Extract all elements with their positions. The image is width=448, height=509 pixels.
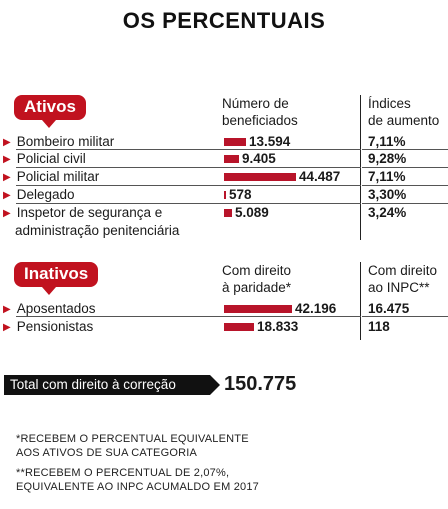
- row-divider: [362, 316, 448, 317]
- row-label-text: Policial civil: [16, 151, 86, 166]
- index-delegado: 3,30%: [368, 187, 407, 202]
- row-divider: [362, 149, 448, 150]
- triangle-icon: ▶: [3, 208, 11, 219]
- ativos-bar-4: [224, 209, 232, 217]
- header-indices-line1: Índices: [368, 96, 411, 111]
- footnote-2-line2: EQUIVALENTE AO INPC ACUMALDO EM 2017: [16, 481, 259, 493]
- row-divider: [362, 185, 448, 186]
- inativos-bar-1: [224, 323, 254, 331]
- ativos-bar-3: [224, 191, 226, 199]
- header-beneficiados-line1: Número de: [222, 96, 289, 111]
- header-paridade-line2: à paridade*: [222, 280, 292, 295]
- inativos-badge-wrap: Inativos: [14, 262, 99, 295]
- row-label-delegado: ▶ Delegado: [3, 187, 75, 202]
- row-label-text-line1: Inspetor de segurança e: [16, 205, 163, 220]
- header-inpc-line2: ao INPC**: [368, 280, 430, 295]
- index-policial-militar: 7,11%: [368, 169, 406, 184]
- triangle-icon: ▶: [3, 304, 11, 315]
- inativos-bar-label-1: 18.833: [257, 319, 299, 334]
- row-label-policial-civil: ▶ Policial civil: [3, 151, 86, 166]
- row-label-pensionistas: ▶ Pensionistas: [3, 319, 93, 334]
- triangle-icon: ▶: [3, 172, 11, 183]
- ativos-badge-wrap: Ativos: [14, 95, 86, 128]
- index-bombeiro: 7,11%: [368, 134, 406, 149]
- ativos-bar-label-2: 44.487: [299, 169, 341, 184]
- header-inpc: Com direito ao INPC**: [368, 262, 437, 296]
- ativos-bar-0: [224, 138, 246, 146]
- header-indices-line2: de aumento: [368, 113, 440, 128]
- footnote-1: *RECEBEM O PERCENTUAL EQUIVALENTE AOS AT…: [16, 432, 249, 460]
- header-paridade: Com direito à paridade*: [222, 262, 291, 296]
- header-paridade-line1: Com direito: [222, 263, 292, 278]
- page-title: OS PERCENTUAIS: [122, 8, 326, 33]
- footnote-2-line1: **RECEBEM O PERCENTUAL DE 2,07%,: [16, 467, 230, 479]
- triangle-icon: ▶: [3, 137, 11, 148]
- row-label-bombeiro: ▶ Bombeiro militar: [3, 134, 114, 149]
- inpc-pensionistas: 118: [368, 319, 390, 334]
- ativos-badge: Ativos: [14, 95, 86, 120]
- index-policial-civil: 9,28%: [368, 151, 407, 166]
- row-divider: [16, 185, 361, 186]
- inativos-badge-tail: [42, 287, 56, 295]
- ativos-badge-tail: [42, 120, 56, 128]
- row-label-text: Pensionistas: [16, 319, 94, 334]
- total-arrow-icon: [210, 375, 220, 395]
- inativos-badge: Inativos: [14, 262, 99, 287]
- row-label-text: Delegado: [16, 187, 75, 202]
- footnote-1-line1: *RECEBEM O PERCENTUAL EQUIVALENTE: [16, 433, 249, 445]
- ativos-bar-label-0: 13.594: [249, 134, 291, 149]
- row-label-text-line2: administração penitenciária: [15, 223, 180, 238]
- header-beneficiados-line2: beneficiados: [222, 113, 298, 128]
- row-divider: [16, 149, 361, 150]
- inativos-column-divider: [360, 262, 361, 340]
- row-divider: [362, 203, 448, 204]
- ativos-bar-label-1: 9.405: [242, 151, 276, 166]
- row-label-aposentados: ▶ Aposentados: [3, 301, 96, 316]
- row-divider: [362, 167, 448, 168]
- footnote-1-line2: AOS ATIVOS DE SUA CATEGORIA: [16, 447, 198, 459]
- row-label-inspetor: ▶ Inspetor de segurança e administração p…: [3, 205, 218, 239]
- header-indices: Índices de aumento: [368, 95, 439, 129]
- header-beneficiados: Número de beneficiados: [222, 95, 298, 129]
- row-label-text: Bombeiro militar: [16, 134, 115, 149]
- ativos-bar-2: [224, 173, 296, 181]
- triangle-icon: ▶: [3, 190, 11, 201]
- total-label: Total com direito à correção: [4, 375, 210, 395]
- footnote-2: **RECEBEM O PERCENTUAL DE 2,07%, EQUIVAL…: [16, 466, 259, 494]
- inativos-bar-label-0: 42.196: [295, 301, 337, 316]
- row-divider: [16, 316, 361, 317]
- ativos-bar-1: [224, 155, 239, 163]
- triangle-icon: ▶: [3, 154, 11, 165]
- row-label-text: Aposentados: [16, 301, 96, 316]
- inativos-bar-0: [224, 305, 292, 313]
- ativos-bar-label-3: 578: [229, 187, 252, 202]
- row-divider: [16, 203, 361, 204]
- triangle-icon: ▶: [3, 322, 11, 333]
- index-inspetor: 3,24%: [368, 205, 407, 220]
- header-inpc-line1: Com direito: [368, 263, 438, 278]
- row-divider: [16, 167, 361, 168]
- ativos-bar-label-4: 5.089: [235, 205, 269, 220]
- row-label-text: Policial militar: [16, 169, 100, 184]
- inpc-aposentados: 16.475: [368, 301, 410, 316]
- total-value: 150.775: [224, 373, 297, 395]
- row-label-policial-militar: ▶ Policial militar: [3, 169, 99, 184]
